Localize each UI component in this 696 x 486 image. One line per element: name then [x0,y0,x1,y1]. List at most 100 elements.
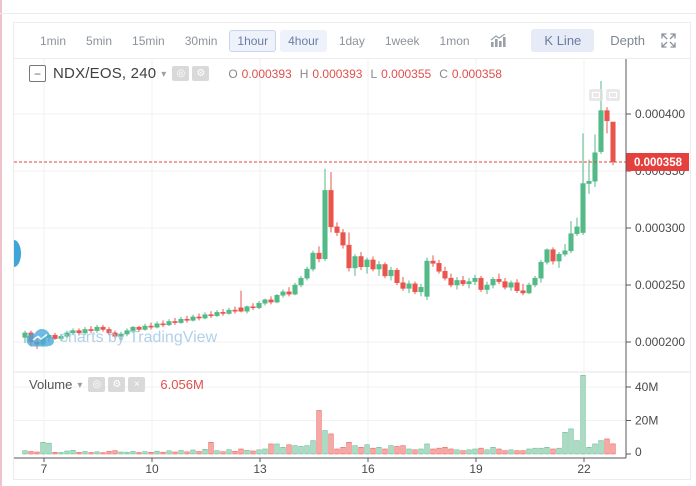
target-icon[interactable]: ◎ [88,377,106,392]
volume-bar [28,451,34,455]
axis-tick-label: 0.000358 [634,157,683,169]
axis-tick-label: 20M [635,414,658,428]
faded-pane-button-icon[interactable] [606,89,620,101]
volume-bar [442,447,448,455]
volume-bar [262,448,268,455]
candle-down [76,330,82,334]
volume-bar [148,452,154,455]
faded-pane-button-icon[interactable] [589,89,603,101]
candle-down [172,321,178,323]
indicators-icon[interactable] [490,33,507,48]
scroll-left-handle[interactable] [14,240,21,267]
candle-up [376,264,382,270]
volume-bar [412,449,418,455]
interval-button-5min[interactable]: 5min [86,33,113,48]
ohlc-label: O [228,66,238,81]
volume-bar [424,443,430,455]
candle-down [334,226,340,233]
volume-bar [376,447,382,455]
gear-icon[interactable]: ⚙ [108,377,126,392]
candle-down [610,121,616,163]
interval-button-1day[interactable]: 1day [338,33,365,48]
volume-bar [22,450,28,455]
interval-button-1min[interactable]: 1min [40,33,67,48]
volume-bar [178,450,184,455]
interval-button-1week[interactable]: 1week [384,33,420,48]
candle-down [382,264,388,277]
candle-up [226,309,232,314]
candle-down [340,232,346,246]
close-icon[interactable]: × [128,377,146,392]
volume-legend: Volume ▾ ◎ ⚙ × 6.056M [29,377,204,392]
volume-bar [226,449,232,455]
candle-down [208,314,214,317]
candle-up [166,321,172,326]
target-icon[interactable]: ◎ [172,66,190,81]
volume-bar [592,443,598,455]
candle-up [538,261,544,279]
axis-tick-label: 0.000400 [635,107,685,121]
volume-bar [316,410,322,455]
candle-up [118,333,124,337]
volume-bar [604,438,610,455]
interval-button-1mon[interactable]: 1mon [439,33,470,48]
volume-bar [454,449,460,455]
candle-up [82,329,88,334]
volume-bar [208,442,214,455]
volume-series[interactable] [22,375,616,455]
candle-down [520,290,526,294]
chevron-down-icon[interactable]: ▾ [161,69,167,80]
fullscreen-icon[interactable] [661,33,676,48]
candle-up [388,269,394,277]
candle-up [190,316,196,321]
candle-down [112,332,118,337]
volume-bar [370,447,376,455]
candle-up [244,306,250,312]
candlestick-chart[interactable]: 0.0004000.0003500.0003000.0002500.000200… [14,59,690,479]
candle-up [46,334,52,338]
axis-tick-label: 22 [577,462,591,476]
symbol-legend: − NDX/EOS, 240 ▾ ◎ ⚙ O 0.000393 H 0.000393 L 0… [29,65,502,82]
volume-bar [88,452,94,455]
candle-up [406,283,412,289]
candle-down [136,326,142,330]
candle-up [466,281,472,285]
candle-down [460,280,466,285]
volume-bar [388,445,394,455]
candle-down [448,277,454,286]
candle-up [256,302,262,309]
volume-bar [520,450,526,455]
collapse-pane-icon[interactable]: − [29,65,46,82]
volume-bar [568,428,574,455]
candle-up [124,330,130,335]
interval-button-15min[interactable]: 15min [132,33,165,48]
volume-bar [580,375,586,455]
candle-series[interactable] [22,80,616,349]
volume-bar [298,446,304,455]
axis-tick-label: 0.000300 [635,221,685,235]
chevron-down-icon[interactable]: ▾ [77,380,83,391]
candle-down [196,316,202,319]
legend-icon-buttons: ◎ ⚙ [172,66,212,81]
candle-down [100,326,106,330]
axes: 0.0004000.0003500.0003000.0002500.000200… [14,59,690,476]
candle-up [274,295,280,303]
candle-up [544,249,550,263]
volume-bar [268,443,274,455]
volume-bar [106,451,112,455]
kline-tab[interactable]: K Line [531,29,595,52]
volume-bar [562,431,568,455]
depth-tab[interactable]: Depth [610,33,645,48]
chart-canvas[interactable]: 0.0004000.0003500.0003000.0002500.000200… [14,59,690,479]
candle-up [418,287,424,293]
candle-down [184,318,190,321]
candle-down [250,306,256,309]
candle-down [496,279,502,282]
gear-icon[interactable]: ⚙ [192,66,210,81]
interval-button-30min[interactable]: 30min [184,33,218,48]
volume-bar [586,447,592,455]
volume-bar [46,442,52,455]
volume-bar [340,447,346,455]
interval-button-4hour[interactable]: 4hour [280,29,327,52]
interval-button-1hour[interactable]: 1hour [229,29,277,52]
